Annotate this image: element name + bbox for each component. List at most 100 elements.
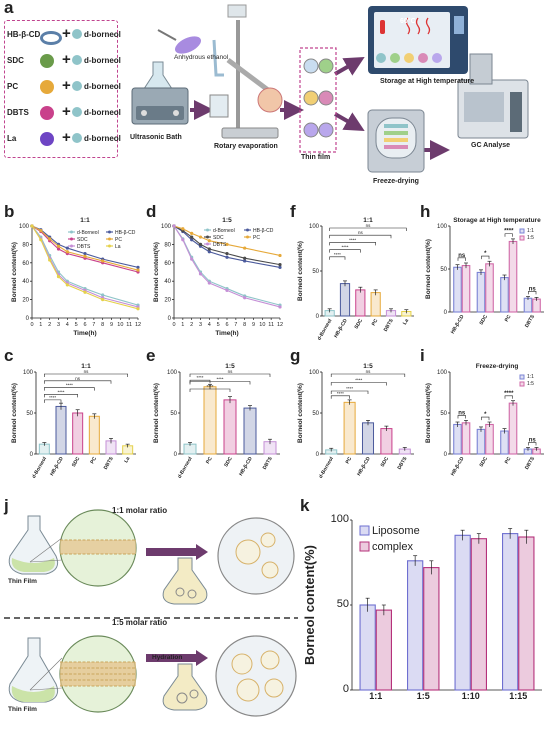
data-point [278,263,282,267]
series-line [173,225,281,308]
significance-bracket [189,388,231,392]
y-tick-label: 100 [331,513,349,525]
significance-label: **** [504,391,514,397]
legend-label: HB-β-CD [253,228,274,234]
significance-label: **** [349,237,356,242]
x-axis-label: Time(h) [215,330,238,337]
x-tick-label: DBTS [524,455,536,470]
legend-swatch [359,525,370,536]
x-tick-label: DBTS [262,455,274,470]
x-tick-label: SDC [71,456,82,468]
bar [370,292,381,317]
x-tick-label: 11 [268,322,274,328]
bar [380,428,393,455]
significance-bracket [330,395,350,399]
significance-label: **** [216,377,223,382]
x-tick-label: HB-β-CD [49,456,65,477]
panel-letter-j: j [4,496,9,515]
borneol-ball-icon [72,81,82,91]
chart-f: 0 50 100 Borneol content(%) 1:1 d-Borneol HB-β… [297,217,414,341]
step-label-rotary: Rotary evaporation [214,143,278,150]
reagent-name: HB-β-CD [7,30,41,39]
rotary-evaporator-icon [209,4,283,139]
x-tick-label: HB-β-CD [450,314,466,335]
bar [500,277,509,313]
x-tick-label: HB-β-CD [356,456,372,477]
bar [223,399,237,455]
y-axis-label: Borneol content(%) [302,545,317,665]
legend-marker [108,230,111,234]
step-label-thin-film: Thin film [301,154,331,161]
y-tick-label: 100 [23,370,34,376]
data-point [56,247,61,251]
data-point [39,229,43,233]
bar [461,422,471,455]
bar [72,412,84,455]
data-point [278,265,282,269]
bar [502,533,519,691]
panel-letter-k: k [300,496,310,515]
y-tick-label: 40 [164,279,171,285]
bar [203,386,217,455]
series-line [173,225,281,268]
bar [453,266,462,313]
data-point [278,305,282,309]
panel-letter-f: f [290,202,296,221]
significance-bracket [481,255,490,260]
y-tick-label: 50 [440,411,447,417]
flask-mid-icon [162,557,208,605]
significance-label: **** [57,389,64,394]
panel-letter-c: c [4,346,14,365]
x-tick-label: 8 [101,322,104,328]
bar [518,536,535,691]
legend-swatch [519,374,525,380]
significance-bracket [330,373,406,377]
x-tick-label: SDC [223,456,234,468]
x-tick-label: 1 [39,322,42,328]
y-tick-label: 100 [309,224,320,230]
legend-label: 1:1 [527,374,534,380]
data-point [243,259,247,263]
reagent-name: SDC [7,56,24,65]
y-tick-label: 100 [161,224,172,230]
legend-marker [206,228,209,232]
bar [453,423,462,455]
reagent-name: PC [7,82,19,91]
legend-label: 1:5 [527,381,534,387]
chart-e: 0 50 100 Borneol content(%) 1:5 d-Borneol PC SD… [153,363,280,479]
y-tick-label: 40 [22,279,29,285]
data-point [243,296,247,300]
legend-label: PC [253,235,260,241]
borneol-ball-icon [72,133,82,143]
y-axis-label: Borneol content(%) [297,383,304,443]
x-tick-label: 1:10 [462,691,480,701]
x-tick-label: SDC [479,314,490,326]
borneol-label: d-borneol [84,82,121,91]
y-tick-label: 0 [316,452,320,458]
bar [343,401,356,455]
x-tick-label: d-Borneol [316,317,333,341]
x-tick-label: DBTS [383,317,395,332]
ultrasonic-bath-icon [131,87,189,125]
data-point [101,293,105,297]
bar [359,604,376,691]
bar [523,297,533,313]
significance-bracket [330,382,387,386]
gc-analyser-icon [457,53,529,139]
x-tick-label: 7 [234,322,237,328]
bar [476,271,486,313]
y-axis-label: Borneol content(%) [297,241,304,301]
flask-mid-bottom-icon [162,663,208,711]
significance-label: **** [196,375,203,380]
step-label-storage: Storage at High temperature [380,78,475,85]
significance-bracket [44,373,128,377]
plus-sign: + [62,129,71,146]
y-tick-label: 0 [444,310,448,316]
panel-letter-i: i [420,346,425,365]
thin-film-flasks-icon [303,58,334,138]
x-tick-label: 5 [217,322,220,328]
x-tick-label: DBTS [524,313,536,328]
x-tick-label: PC [345,456,354,465]
bar [361,422,375,455]
significance-bracket [329,256,346,260]
